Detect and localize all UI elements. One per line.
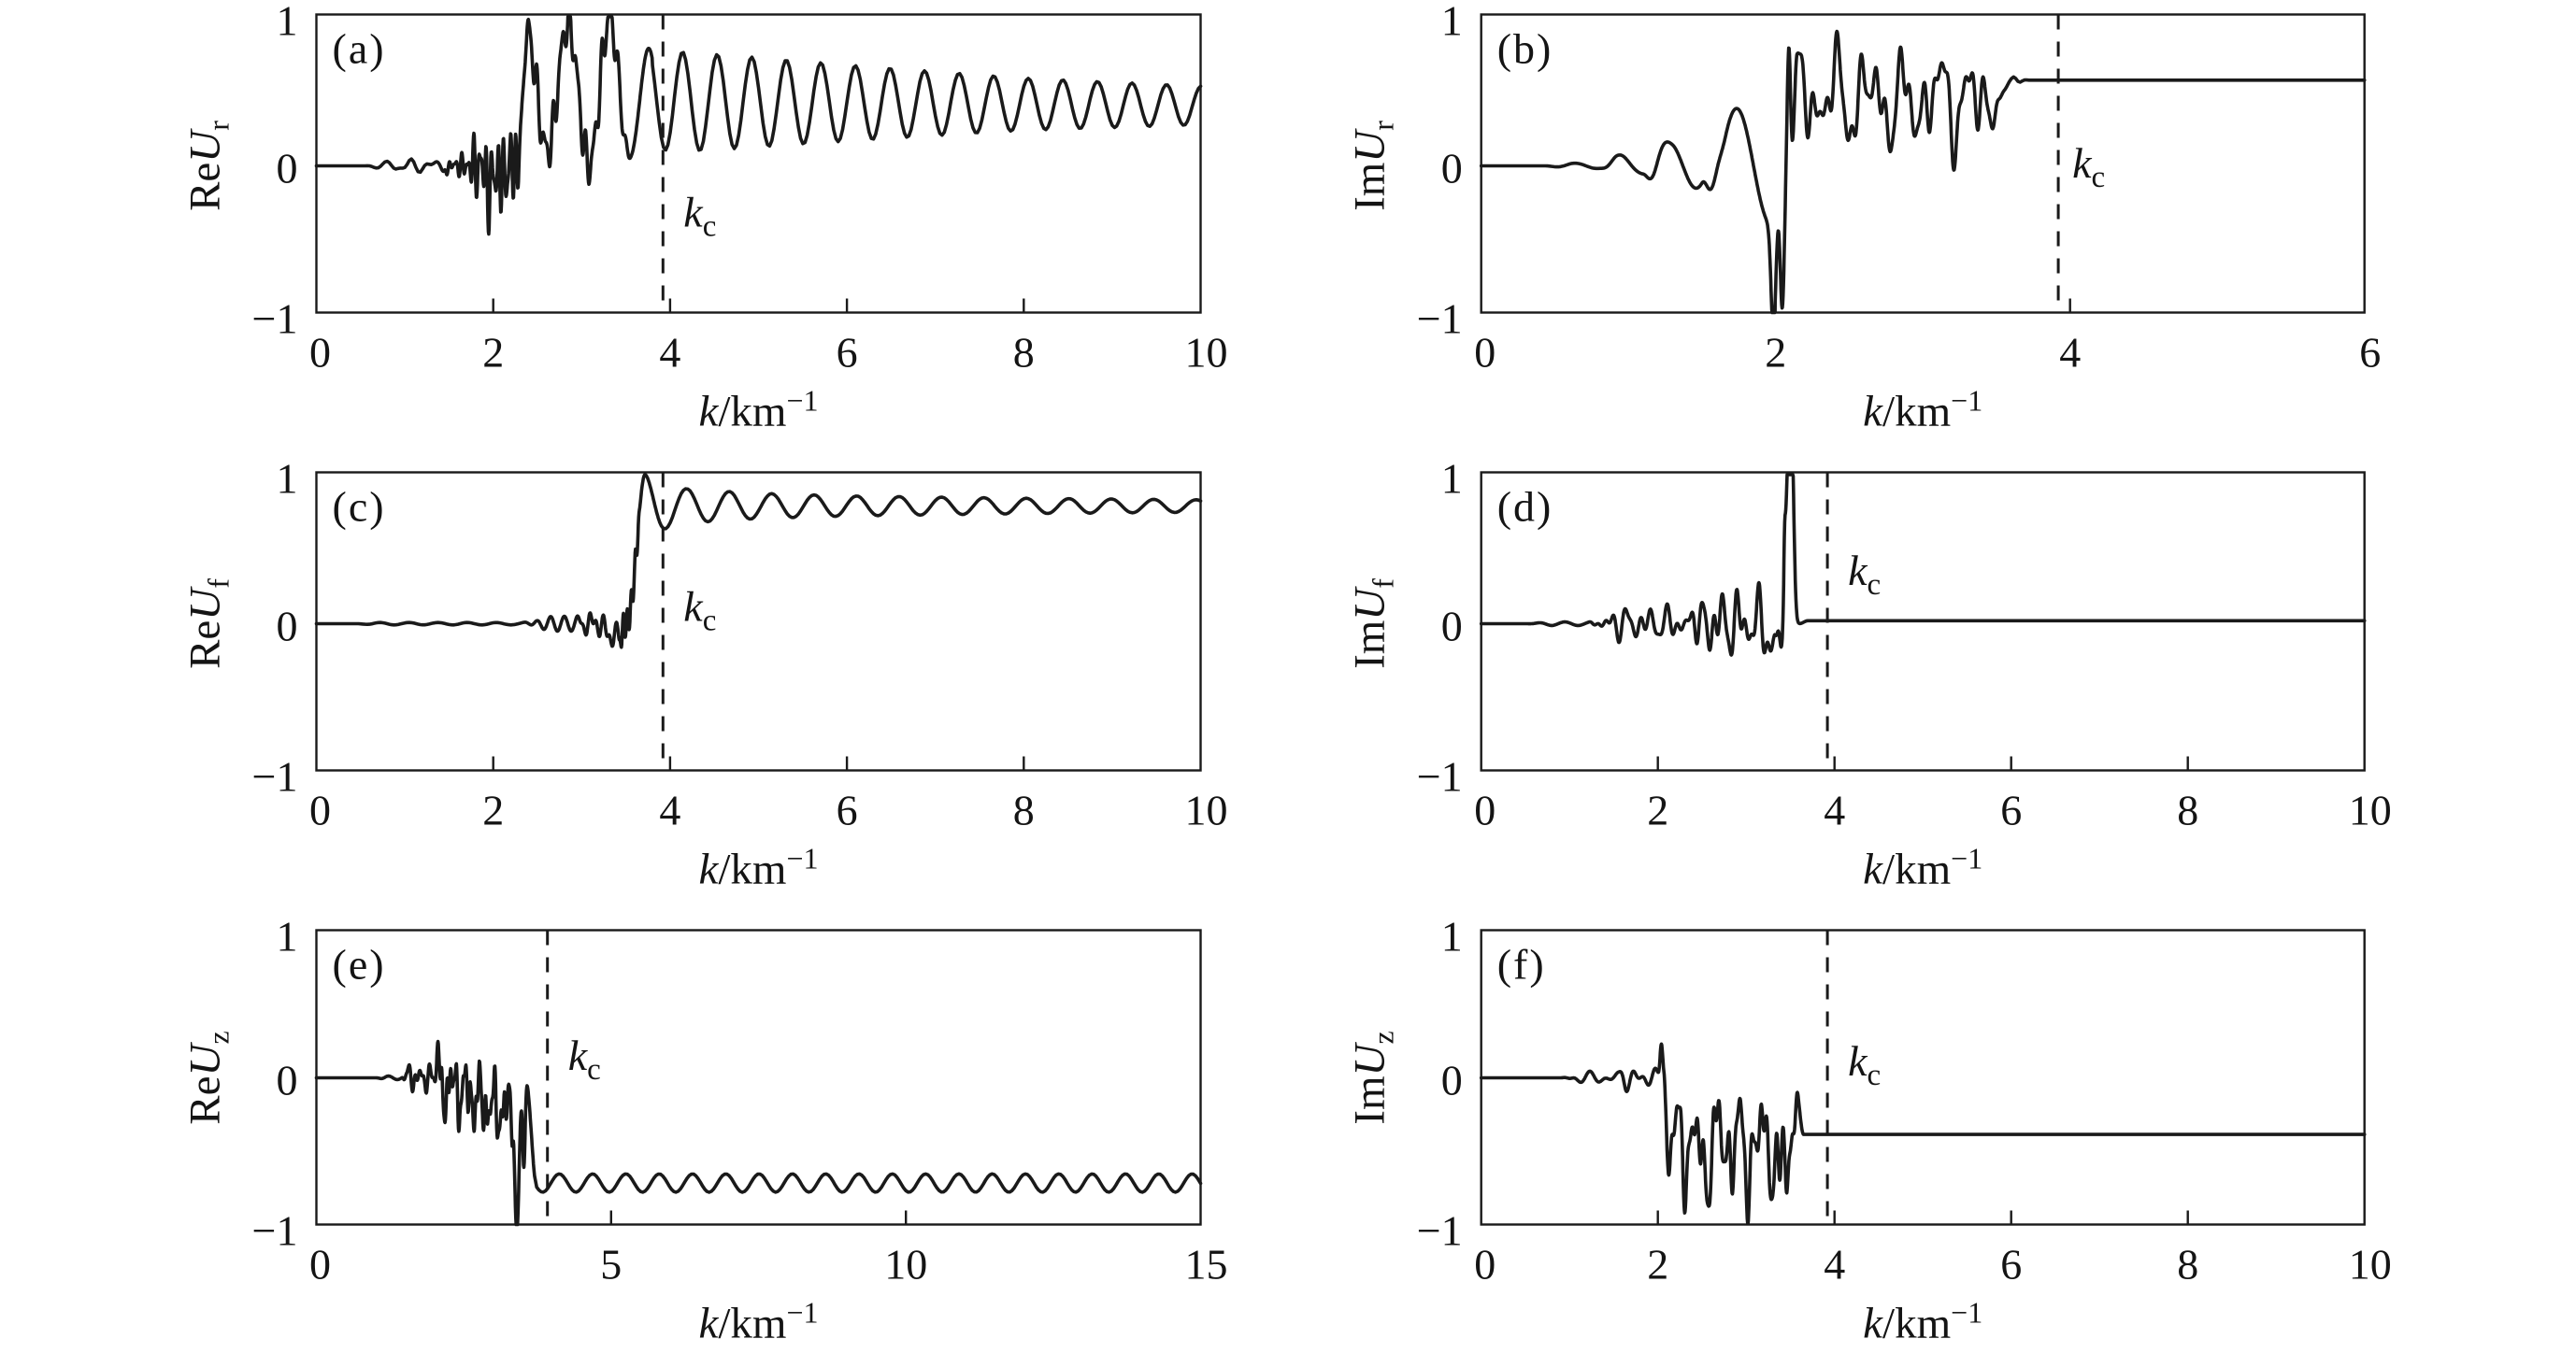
svg-text:8: 8 <box>1013 329 1035 377</box>
svg-text:4: 4 <box>659 329 680 377</box>
svg-text:1: 1 <box>277 913 298 961</box>
svg-text:ImUz: ImUz <box>1346 1031 1400 1124</box>
svg-text:2: 2 <box>1647 1241 1668 1289</box>
svg-text:1: 1 <box>277 455 298 503</box>
svg-text:(e): (e) <box>333 941 386 989</box>
svg-text:k/km−1: k/km−1 <box>1863 384 1982 436</box>
svg-text:k/km−1: k/km−1 <box>1863 842 1982 894</box>
svg-text:1: 1 <box>1441 913 1463 961</box>
svg-text:1: 1 <box>1441 455 1463 503</box>
svg-text:4: 4 <box>1824 1241 1845 1289</box>
svg-text:1: 1 <box>277 0 298 45</box>
svg-text:0: 0 <box>277 145 298 192</box>
svg-text:0: 0 <box>1441 145 1463 192</box>
svg-text:0: 0 <box>309 787 331 834</box>
svg-text:6: 6 <box>837 329 858 377</box>
svg-text:−1: −1 <box>1417 1207 1463 1255</box>
svg-text:0: 0 <box>1441 603 1463 650</box>
svg-text:8: 8 <box>2177 1241 2198 1289</box>
svg-text:0: 0 <box>1441 1057 1463 1104</box>
svg-text:−1: −1 <box>1417 753 1463 801</box>
svg-text:(c): (c) <box>333 483 386 531</box>
svg-text:10: 10 <box>884 1241 927 1289</box>
svg-text:15: 15 <box>1185 1241 1228 1289</box>
svg-text:10: 10 <box>1185 329 1228 377</box>
svg-text:4: 4 <box>2059 329 2081 377</box>
svg-text:2: 2 <box>1765 329 1786 377</box>
svg-text:0: 0 <box>277 603 298 650</box>
svg-text:6: 6 <box>2359 329 2381 377</box>
svg-text:1: 1 <box>1441 0 1463 45</box>
svg-text:10: 10 <box>2349 1241 2392 1289</box>
svg-text:0: 0 <box>1474 787 1496 834</box>
svg-text:0: 0 <box>1474 1241 1496 1289</box>
svg-text:(d): (d) <box>1497 483 1553 531</box>
svg-text:−1: −1 <box>252 753 298 801</box>
svg-text:2: 2 <box>482 787 504 834</box>
svg-text:6: 6 <box>2000 1241 2022 1289</box>
svg-text:6: 6 <box>2000 787 2022 834</box>
svg-text:ReUz: ReUz <box>181 1031 236 1124</box>
svg-text:4: 4 <box>659 787 680 834</box>
svg-text:ReUr: ReUr <box>181 121 236 211</box>
svg-text:−1: −1 <box>252 1207 298 1255</box>
svg-text:ReUf: ReUf <box>181 578 236 669</box>
svg-text:ImUr: ImUr <box>1346 121 1400 211</box>
svg-text:(a): (a) <box>333 25 386 73</box>
svg-text:0: 0 <box>309 1241 331 1289</box>
svg-text:−1: −1 <box>252 295 298 343</box>
svg-text:(b): (b) <box>1497 25 1553 73</box>
svg-text:0: 0 <box>1474 329 1496 377</box>
svg-text:ImUf: ImUf <box>1346 578 1400 669</box>
svg-text:0: 0 <box>309 329 331 377</box>
svg-text:4: 4 <box>1824 787 1845 834</box>
svg-text:kc: kc <box>568 1032 601 1087</box>
svg-text:5: 5 <box>600 1241 622 1289</box>
svg-text:6: 6 <box>837 787 858 834</box>
svg-text:−1: −1 <box>1417 295 1463 343</box>
svg-text:2: 2 <box>1647 787 1668 834</box>
svg-text:8: 8 <box>1013 787 1035 834</box>
svg-text:0: 0 <box>277 1057 298 1104</box>
svg-text:8: 8 <box>2177 787 2198 834</box>
svg-text:(f): (f) <box>1497 941 1546 989</box>
svg-text:2: 2 <box>482 329 504 377</box>
svg-text:10: 10 <box>2349 787 2392 834</box>
svg-text:10: 10 <box>1185 787 1228 834</box>
